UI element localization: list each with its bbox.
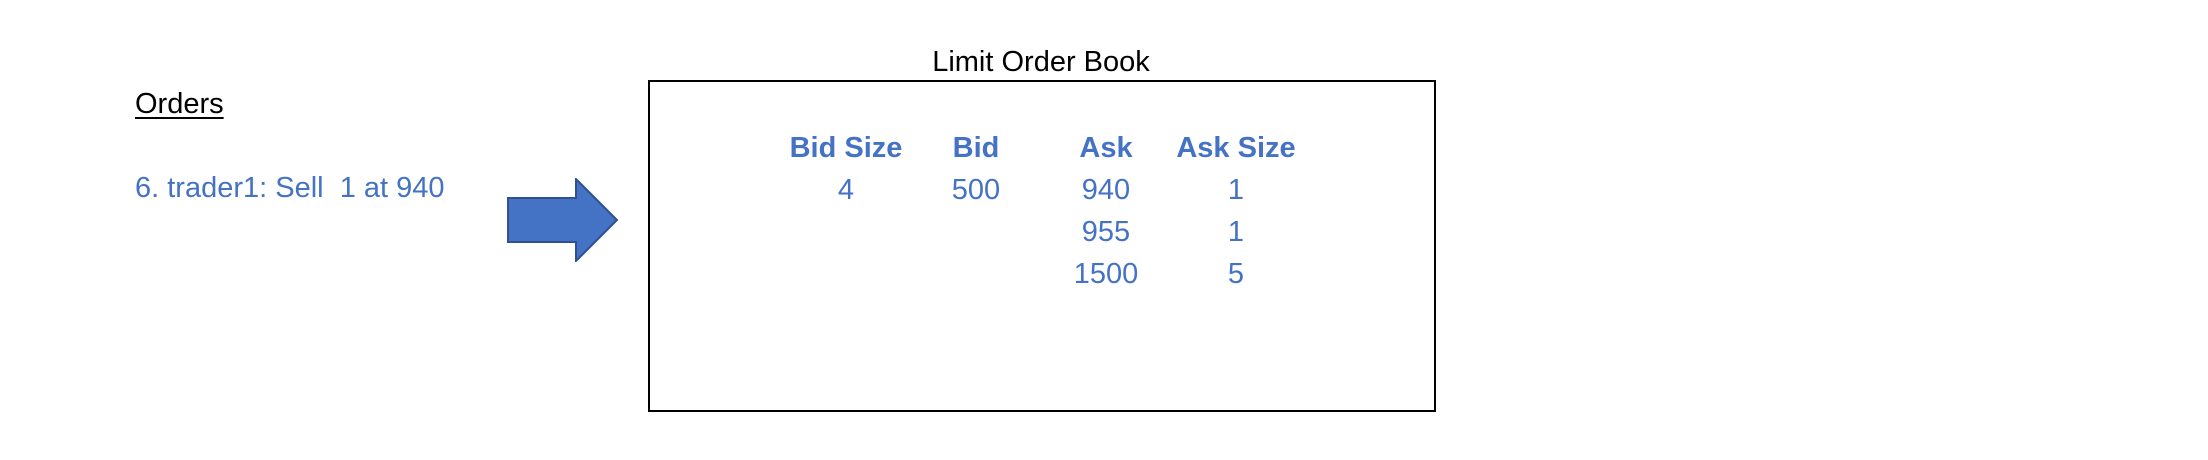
ask-size-header: Ask Size — [1176, 132, 1296, 164]
bid-cell: 500 — [951, 174, 1001, 206]
bid-header: Bid — [952, 132, 1000, 164]
order-item: 6. trader1: Sell 1 at 940 — [135, 172, 445, 204]
bid-size-header: Bid Size — [789, 132, 903, 164]
ask-size-cell: 1 — [1227, 216, 1245, 248]
bid-size-cell: 4 — [837, 174, 855, 206]
ask-cell: 955 — [1081, 216, 1131, 248]
orders-heading: Orders — [135, 88, 224, 120]
ask-cell: 1500 — [1073, 258, 1139, 290]
ask-size-cell: 1 — [1227, 174, 1245, 206]
order-book-table: Bid Size 4 Bid 500 Ask 940 955 1500 Ask … — [648, 80, 1436, 412]
ask-cell: 940 — [1081, 174, 1131, 206]
order-book-title: Limit Order Book — [932, 46, 1150, 78]
ask-header: Ask — [1079, 132, 1133, 164]
ask-size-cell: 5 — [1227, 258, 1245, 290]
right-arrow-icon — [507, 178, 619, 262]
